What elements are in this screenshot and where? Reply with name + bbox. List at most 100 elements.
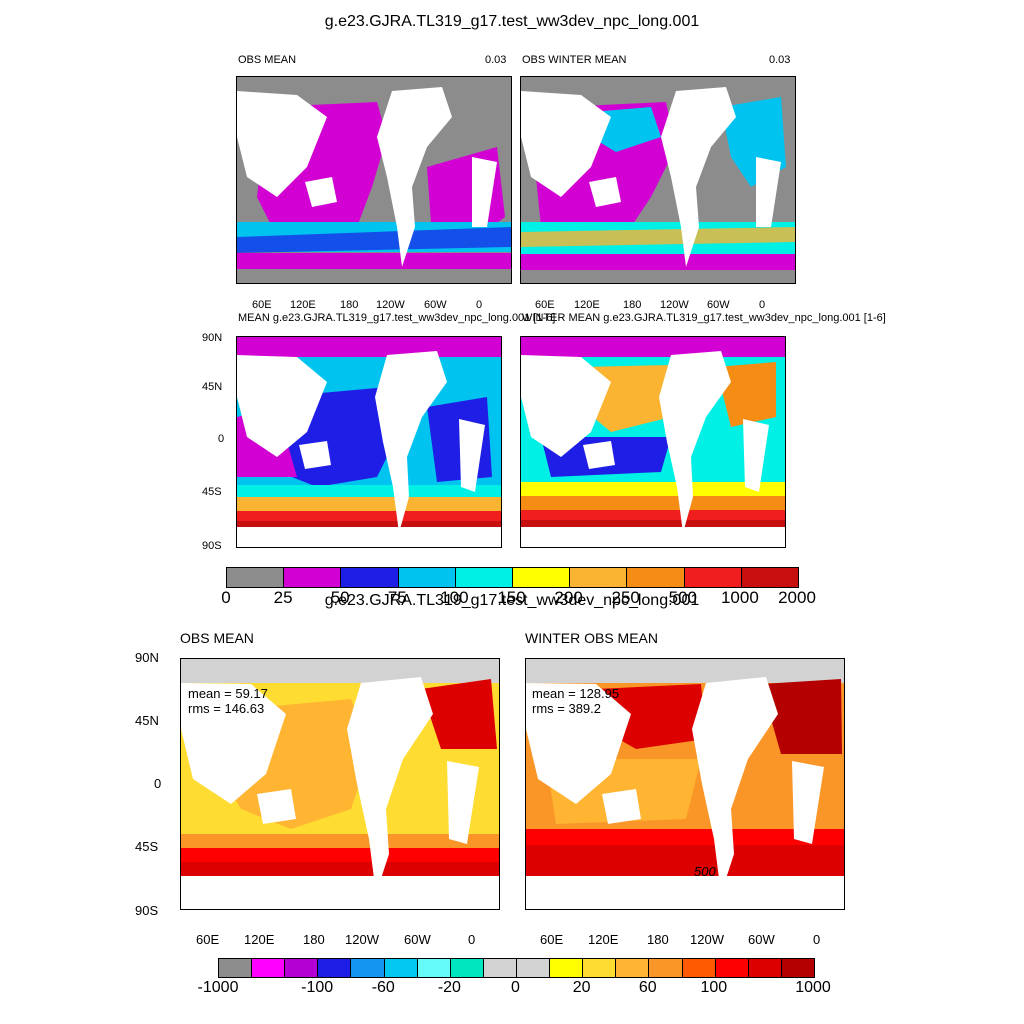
lon-tick: 120E	[244, 932, 275, 947]
stat-mean: mean = 128.95	[532, 686, 620, 701]
land-america	[347, 677, 433, 894]
lon-tick: 180	[303, 932, 325, 947]
map-diff-winter	[526, 659, 844, 909]
colorbar-swatch	[398, 568, 456, 587]
colorbar-label: 20	[572, 979, 591, 996]
colorbar-label: -1000	[197, 979, 239, 996]
lat-tick: 90S	[202, 540, 222, 552]
field-patch-darkred	[761, 679, 842, 754]
map-panel-diff-winter	[525, 658, 845, 910]
colorbar-label: 0	[221, 588, 231, 607]
colorbar-1	[226, 567, 799, 588]
field-band-south	[521, 482, 785, 496]
colorbar-swatch	[781, 959, 814, 977]
lon-tick: 120E	[588, 932, 619, 947]
land-eurasia	[181, 683, 286, 804]
stat-rms: rms = 146.63	[188, 701, 265, 716]
colorbar-swatch	[318, 959, 352, 977]
field-band-south	[181, 862, 499, 876]
lat-tick: 0	[154, 776, 162, 791]
lon-tick: 120W	[345, 932, 379, 947]
land-america	[377, 87, 452, 267]
map-panel-obs-winter-mean	[520, 76, 796, 284]
antarctica	[237, 527, 501, 547]
colorbar-label: 100	[700, 979, 728, 996]
colorbar-swatch	[513, 568, 571, 587]
field-band-south	[521, 496, 785, 510]
land-africa	[447, 761, 479, 844]
land-australia	[305, 177, 337, 207]
colorbar-swatch	[715, 959, 749, 977]
map-diff-mean	[181, 659, 499, 909]
land-africa	[459, 419, 485, 492]
lat-tick: 90N	[135, 650, 159, 665]
land-africa	[792, 761, 824, 844]
colorbar-label: 150	[497, 588, 526, 607]
colorbar-swatch	[450, 959, 484, 977]
colorbar-swatch	[550, 959, 584, 977]
colorbar-swatch	[284, 568, 342, 587]
lon-tick: 120W	[690, 932, 724, 947]
map-model-winter-mean	[521, 337, 785, 547]
field-band-south	[181, 834, 499, 848]
colorbar-label: 50	[330, 588, 350, 607]
panel-title-diff-mean: OBS MEAN	[180, 630, 254, 646]
field-band-south	[526, 845, 844, 876]
lat-tick: 45N	[135, 713, 159, 728]
lon-tick: 0	[813, 932, 821, 947]
lon-tick: 180	[340, 299, 359, 311]
field-band-south	[521, 520, 785, 527]
colorbar-label: 100	[440, 588, 469, 607]
land-america	[661, 87, 736, 267]
land-america	[659, 351, 731, 533]
colorbar-label: 0	[511, 979, 520, 996]
stat-rms: rms = 389.2	[532, 701, 602, 716]
colorbar-label: -60	[371, 979, 395, 996]
colorbar-label: 1000	[795, 979, 831, 996]
field-band-southern	[521, 227, 795, 247]
land-australia	[299, 441, 331, 469]
panel-title-obs-mean: OBS MEAN	[238, 54, 297, 66]
contour-label: 500	[694, 864, 716, 879]
lat-tick: 45S	[135, 839, 159, 854]
colorbar-swatch	[341, 568, 399, 587]
land-eurasia	[237, 355, 327, 457]
field-band-south	[181, 848, 499, 862]
colorbar-swatch	[483, 959, 517, 977]
figure1-title: g.e23.GJRA.TL319_g17.test_ww3dev_npc_lon…	[324, 13, 700, 30]
colorbar-swatch	[417, 959, 451, 977]
colorbar-label: 25	[273, 588, 293, 607]
land-america	[375, 351, 447, 533]
land-eurasia	[521, 91, 611, 197]
polar-band	[237, 81, 511, 91]
colorbar-swatch	[227, 568, 285, 587]
field-band-south	[521, 510, 785, 520]
colorbar-swatch	[516, 959, 551, 977]
land-australia	[602, 789, 641, 824]
colorbar-swatch	[627, 568, 685, 587]
polar-band	[237, 337, 501, 357]
antarctica	[181, 876, 499, 909]
lat-tick: 0	[218, 433, 225, 445]
colorbar-swatch	[219, 959, 253, 977]
lat-tick: 45N	[202, 381, 223, 393]
field-band-south	[526, 829, 844, 845]
panel-title-model-mean: MEAN g.e23.GJRA.TL319_g17.test_ww3dev_np…	[238, 312, 556, 324]
map-panel-model-winter-mean	[520, 336, 786, 548]
land-eurasia	[521, 355, 611, 457]
lon-tick: 0	[476, 299, 483, 311]
lat-tick: 90S	[135, 903, 159, 918]
colorbar-swatch	[649, 959, 683, 977]
land-africa-eurasia	[237, 91, 327, 197]
field-band-south	[237, 521, 501, 527]
lon-tick: 60E	[540, 932, 564, 947]
map-panel-obs-mean	[236, 76, 512, 284]
lon-tick: 60W	[404, 932, 431, 947]
field-band-south	[237, 511, 501, 521]
lon-tick: 120W	[660, 299, 689, 311]
map-obs-winter-mean	[521, 77, 795, 283]
map-obs-mean	[237, 77, 511, 283]
colorbar-label: -20	[437, 979, 461, 996]
colorbar-swatch	[252, 959, 286, 977]
colorbar-swatch	[285, 959, 319, 977]
